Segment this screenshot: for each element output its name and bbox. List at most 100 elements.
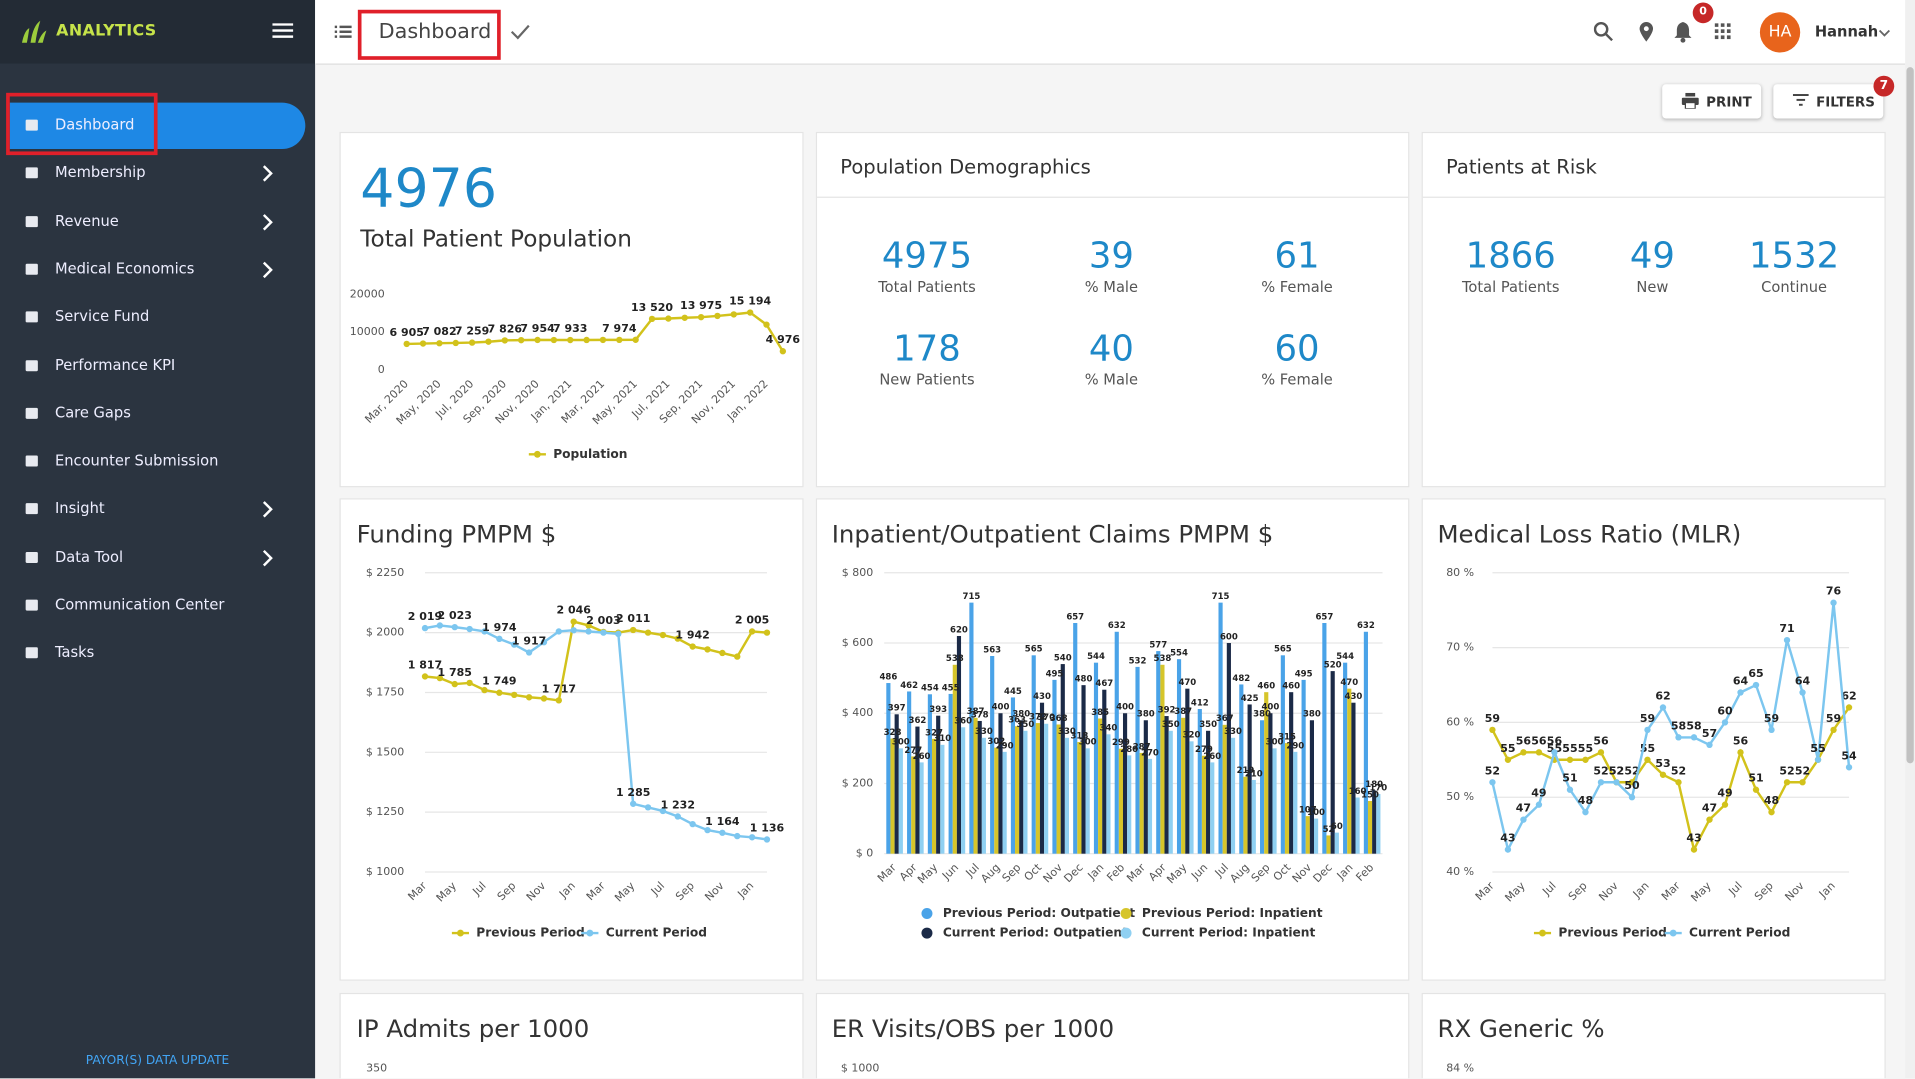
- data-label: 400: [1261, 703, 1279, 713]
- filters-button[interactable]: FILTERS: [1773, 84, 1884, 119]
- user-name[interactable]: Hannah: [1814, 23, 1879, 41]
- bar: [1052, 679, 1057, 854]
- menu-label: Communication Center: [54, 595, 225, 614]
- bar: [1135, 666, 1140, 854]
- data-label: 59: [1764, 712, 1779, 725]
- data-label: 52: [1671, 764, 1686, 777]
- apps-icon[interactable]: [1714, 23, 1732, 40]
- menu-item[interactable]: Communication Center: [10, 583, 306, 629]
- x-tick-label: Apr: [897, 861, 920, 884]
- data-label: 279: [1195, 745, 1213, 755]
- menu-item[interactable]: Dashboard: [9, 102, 306, 149]
- menu-item[interactable]: Performance KPI: [10, 343, 306, 389]
- point: [1628, 779, 1636, 786]
- menu-item[interactable]: Service Fund: [10, 295, 306, 341]
- data-label: 577: [1149, 640, 1167, 650]
- menu-item[interactable]: Insight: [10, 487, 306, 533]
- menu-item[interactable]: Medical Economics: [10, 247, 306, 293]
- stat-label: % Female: [1261, 278, 1333, 296]
- point: [1706, 741, 1713, 749]
- menu-item[interactable]: Care Gaps: [10, 391, 306, 437]
- legend-swatch: [921, 927, 933, 939]
- x-tick-label: Aug: [1227, 861, 1251, 885]
- data-label: 62: [1655, 689, 1670, 702]
- data-label: 60: [1717, 704, 1733, 717]
- bar: [1230, 737, 1236, 854]
- point: [674, 635, 681, 642]
- bar: [1035, 723, 1040, 854]
- bar: [1143, 720, 1148, 854]
- menu-item[interactable]: Encounter Submission: [10, 439, 306, 485]
- data-label: 715: [1212, 592, 1230, 602]
- scrollbar[interactable]: [1905, 0, 1915, 1079]
- bar: [1322, 623, 1327, 854]
- menu-item[interactable]: Data Tool: [10, 535, 306, 581]
- list-icon[interactable]: [334, 24, 352, 39]
- point: [555, 628, 562, 635]
- stat-value: 40: [1088, 327, 1134, 369]
- filters-label: FILTERS: [1816, 94, 1875, 110]
- point: [1675, 779, 1682, 786]
- data-label: 520: [1324, 660, 1342, 670]
- bar: [1268, 713, 1273, 854]
- data-label: 393: [929, 705, 947, 715]
- bell-icon[interactable]: [1673, 21, 1693, 43]
- user-menu-chevron[interactable]: [1878, 28, 1890, 38]
- point: [648, 315, 656, 323]
- stat-label: % Male: [1084, 278, 1139, 296]
- data-update[interactable]: PAYOR(S) DATA UPDATE: [85, 1053, 230, 1068]
- data-label: 7 974: [602, 322, 637, 335]
- bar: [952, 664, 957, 854]
- bar: [1197, 709, 1202, 854]
- menu-item[interactable]: Membership: [10, 151, 306, 197]
- divider: [817, 196, 1409, 198]
- menu-label: Service Fund: [54, 307, 150, 326]
- point: [674, 813, 681, 820]
- menu-item[interactable]: Revenue: [10, 199, 306, 245]
- bar: [940, 744, 945, 854]
- check-icon[interactable]: [510, 23, 531, 40]
- x-tick-label: Mar: [405, 879, 429, 903]
- point: [1799, 689, 1806, 696]
- data-label: 340: [1100, 724, 1118, 734]
- submenu-chevron: [262, 549, 273, 566]
- data-label: 76: [1826, 585, 1842, 598]
- legend-label: Current Period: Outpatient: [943, 926, 1128, 940]
- menu-icon: [25, 119, 38, 131]
- series-line: [424, 620, 768, 702]
- x-tick-label: Nov: [1041, 861, 1066, 886]
- x-tick-label: Nov: [1782, 879, 1807, 904]
- data-label: 52: [1609, 764, 1624, 777]
- stat: 49 New: [1567, 234, 1738, 295]
- menu-toggle[interactable]: [272, 23, 294, 40]
- menu-label: Insight: [54, 499, 105, 518]
- menu-icon: [25, 359, 38, 371]
- bar: [1176, 659, 1182, 854]
- menu-item[interactable]: Tasks: [10, 631, 306, 677]
- point: [1489, 779, 1496, 786]
- menu-icon: [25, 551, 38, 563]
- search-icon[interactable]: [1593, 21, 1614, 42]
- data-label: 462: [900, 681, 918, 691]
- stat-value: 60: [1274, 327, 1320, 369]
- point: [629, 800, 637, 807]
- point: [501, 337, 508, 344]
- data-label: 55: [1547, 742, 1562, 755]
- x-tick-label: Sep: [1249, 861, 1273, 885]
- scroll-thumb[interactable]: [1906, 67, 1914, 764]
- avatar[interactable]: HA: [1759, 12, 1801, 53]
- sidebar: ANALYTICS Dashboard Membership Revenue Medi…: [0, 0, 316, 1079]
- x-tick-label: Jan: [1085, 861, 1107, 883]
- bar: [1098, 718, 1103, 854]
- print-button[interactable]: PRINT: [1662, 84, 1762, 119]
- data-label: 2 046: [556, 604, 591, 617]
- data-label: 632: [1108, 621, 1126, 631]
- location-icon[interactable]: [1638, 21, 1655, 43]
- point: [1721, 801, 1729, 808]
- bar: [1347, 688, 1352, 854]
- data-label: 270: [1141, 748, 1159, 758]
- data-label: 52: [1795, 764, 1810, 777]
- data-label: 43: [1500, 832, 1515, 845]
- x-tick-label: Sep: [1566, 879, 1590, 903]
- y-tick-label: $ 1250: [366, 805, 404, 818]
